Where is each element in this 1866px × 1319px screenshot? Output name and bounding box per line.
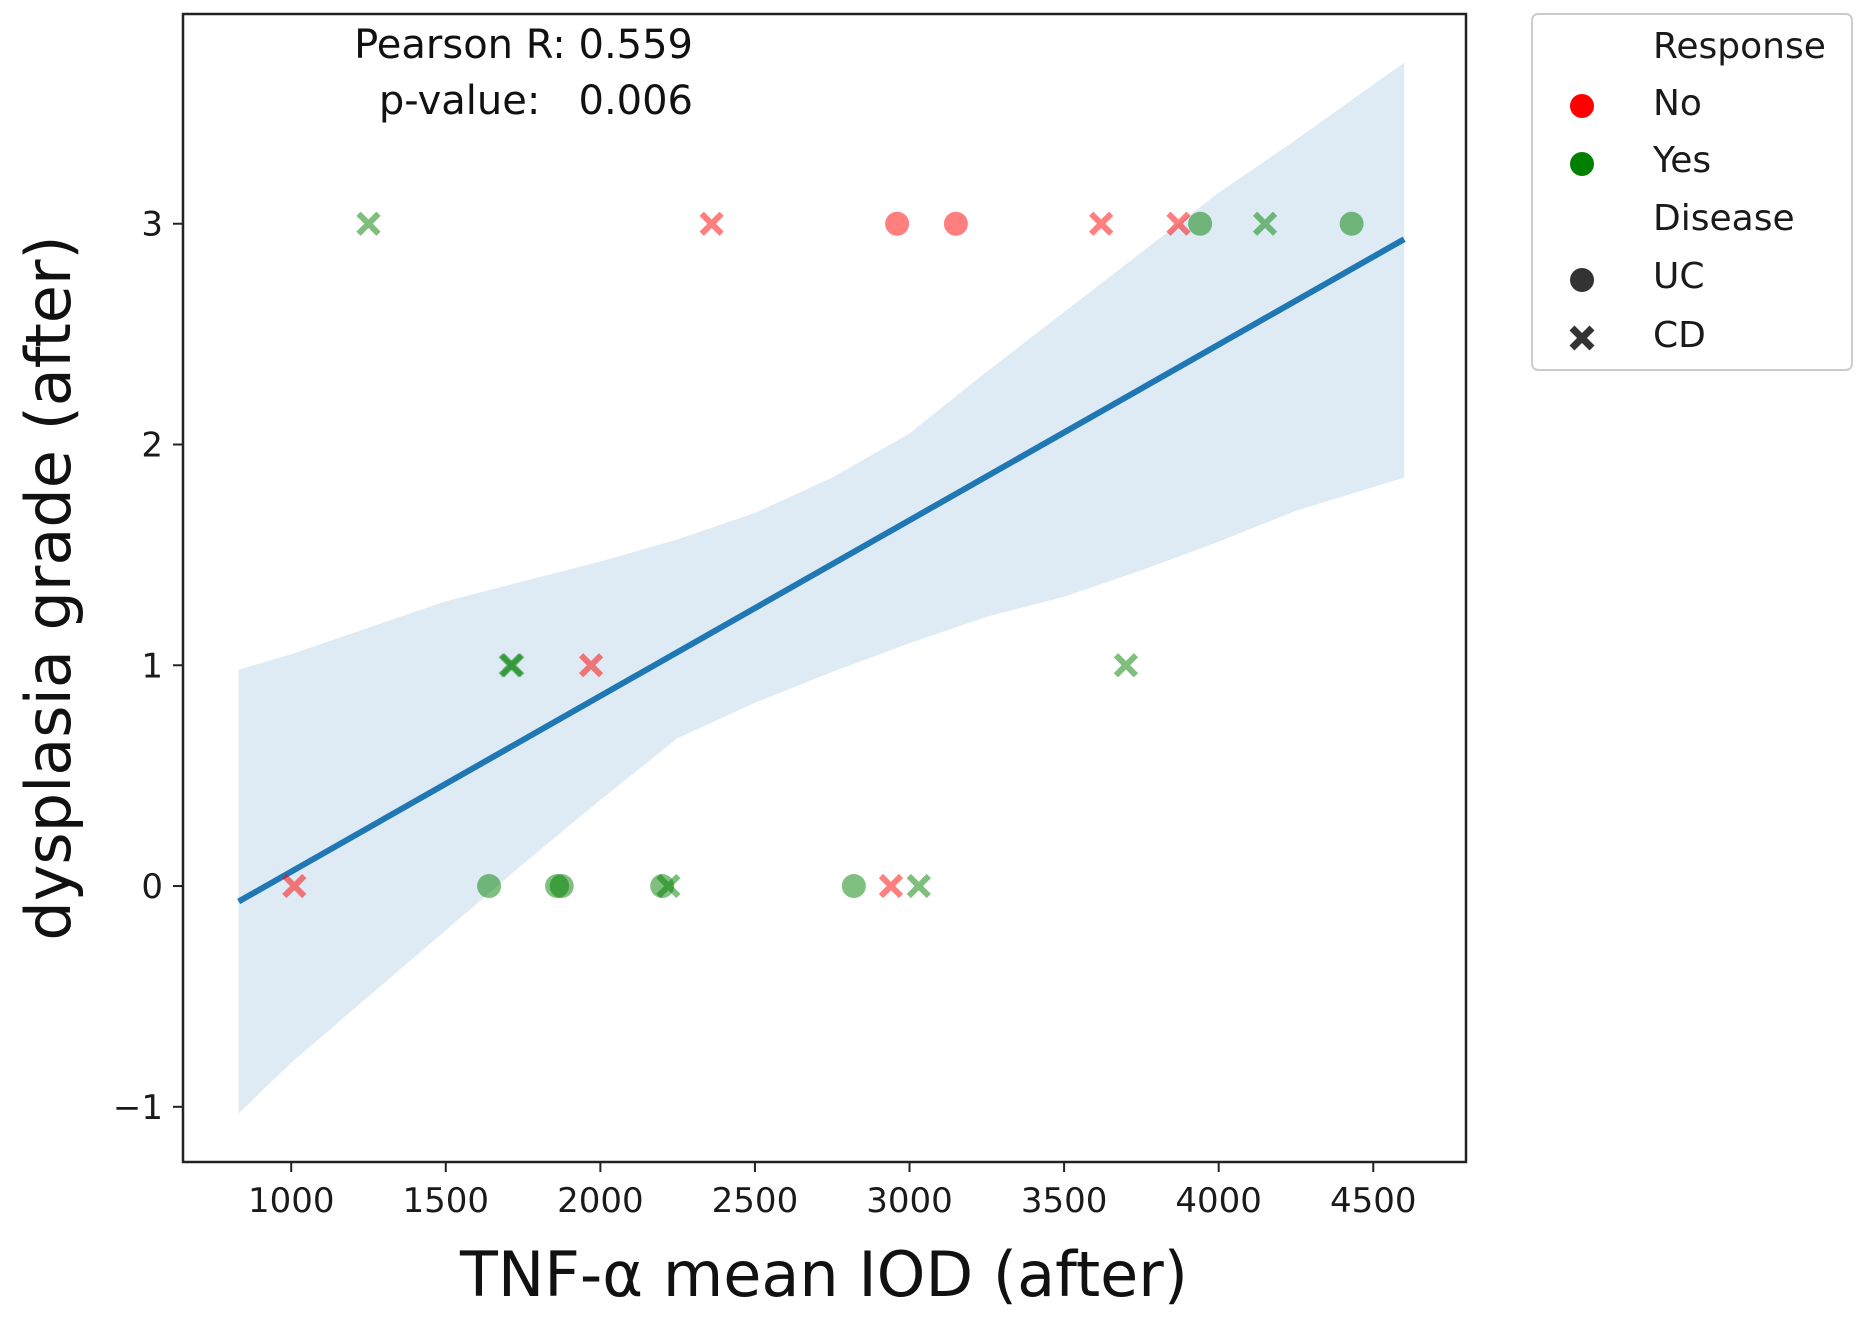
data-point-cd-no-12 <box>878 873 904 899</box>
plot-frame <box>181 12 1468 1164</box>
y-axis-label: dysplasia grade (after) <box>12 235 85 940</box>
data-point-cd-no-16 <box>1089 211 1114 236</box>
data-point-uc-yes-2 <box>477 874 502 899</box>
legend-label-cd: CD <box>1653 315 1706 356</box>
y-tick-label: 2 <box>141 426 163 466</box>
annotation-pearson-r: Pearson R: 0.559 <box>354 22 693 68</box>
legend: Response No Yes Disease UC CD <box>1531 13 1853 371</box>
y-tick-label: 0 <box>141 867 163 907</box>
data-point-uc-yes-21 <box>1339 211 1364 236</box>
data-point-uc-yes-6 <box>549 874 574 899</box>
data-point-cd-no-18 <box>1166 211 1191 236</box>
legend-title-response: Response <box>1653 26 1826 67</box>
x-tick-label: 1000 <box>248 1181 335 1221</box>
data-point-cd-no-7 <box>578 653 604 678</box>
legend-marker-no <box>1570 94 1594 118</box>
y-tick-label: 1 <box>141 646 163 686</box>
legend-label-no: No <box>1653 83 1702 124</box>
legend-marker-cd <box>1569 325 1595 351</box>
legend-marker-uc <box>1570 268 1594 292</box>
x-tick-label: 2000 <box>557 1181 644 1221</box>
x-tick-label: 3000 <box>866 1181 953 1221</box>
data-point-cd-yes-20 <box>1252 211 1278 236</box>
y-tick-label: −1 <box>113 1088 163 1128</box>
x-tick-label: 4000 <box>1175 1181 1262 1221</box>
data-point-uc-no-13 <box>885 211 910 236</box>
data-point-uc-yes-11 <box>841 874 866 899</box>
y-axis-ticks: −1 0 1 2 3 <box>113 205 183 1128</box>
data-point-uc-no-15 <box>943 211 968 236</box>
x-tick-label: 4500 <box>1330 1181 1417 1221</box>
data-point-uc-yes-8 <box>650 874 675 899</box>
regression-line <box>237 236 1406 905</box>
x-tick-label: 3500 <box>1021 1181 1108 1221</box>
data-point-cd-no-0 <box>282 873 307 899</box>
data-point-cd-yes-9 <box>656 873 681 899</box>
data-point-cd-yes-17 <box>1113 653 1139 678</box>
data-point-uc-yes-19 <box>1188 211 1213 236</box>
data-point-cd-yes-1 <box>356 211 381 236</box>
y-tick-label: 3 <box>141 205 163 245</box>
x-tick-label: 1500 <box>403 1181 490 1221</box>
data-points <box>282 211 1364 899</box>
confidence-band <box>238 62 1405 1114</box>
annotation-p-value: p-value: 0.006 <box>379 78 693 124</box>
legend-marker-yes <box>1570 152 1594 176</box>
x-tick-label: 2500 <box>712 1181 799 1221</box>
data-point-cd-yes-14 <box>906 873 931 899</box>
legend-frame <box>1531 13 1853 371</box>
data-point-cd-no-10 <box>699 211 724 236</box>
x-axis-label: TNF-α mean IOD (after) <box>459 1238 1188 1311</box>
x-axis-ticks: 1000 1500 2000 2500 3000 3500 4000 4500 <box>248 1162 1417 1221</box>
legend-title-disease: Disease <box>1653 198 1795 239</box>
data-point-cd-yes-4 <box>500 653 525 678</box>
legend-label-yes: Yes <box>1652 140 1711 181</box>
legend-label-uc: UC <box>1653 256 1705 297</box>
